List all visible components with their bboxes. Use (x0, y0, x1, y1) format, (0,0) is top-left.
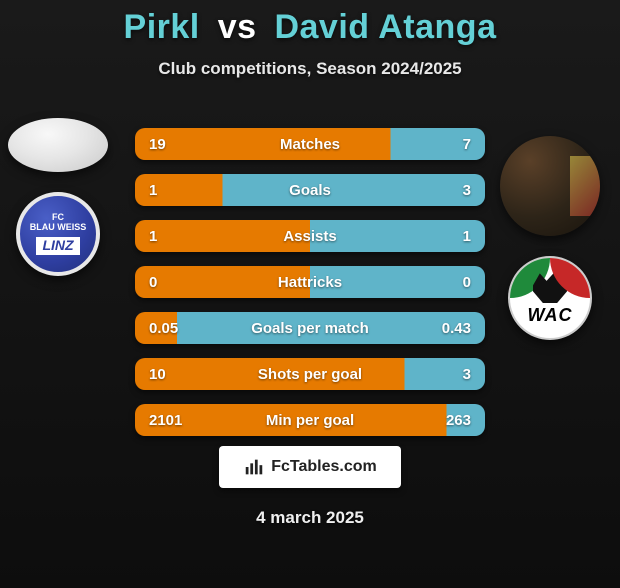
stat-left-value: 1 (149, 182, 189, 199)
club2-text: WAC (510, 305, 590, 326)
stat-label: Shots per goal (189, 366, 431, 383)
stats-table: 19Matches71Goals31Assists10Hattricks00.0… (135, 128, 485, 450)
stat-left-value: 1 (149, 228, 189, 245)
stat-row: 2101Min per goal263 (135, 404, 485, 436)
stat-right-value: 3 (431, 182, 471, 199)
chart-icon (243, 456, 265, 478)
stat-right-value: 263 (431, 412, 471, 429)
player2-avatar (500, 136, 600, 236)
date-text: 4 march 2025 (0, 508, 620, 528)
left-player-column: FC BLAU WEISS LINZ (8, 118, 108, 276)
stat-right-value: 3 (431, 366, 471, 383)
stat-label: Assists (189, 228, 431, 245)
title-player1: Pirkl (124, 8, 200, 46)
club1-line3: LINZ (36, 237, 79, 254)
title-player2: David Atanga (274, 8, 496, 46)
brand-badge: FcTables.com (219, 446, 401, 488)
stat-label: Hattricks (189, 274, 431, 291)
player1-avatar (8, 118, 108, 172)
club1-line2: BLAU WEISS (30, 223, 87, 233)
comparison-infographic: Pirkl vs David Atanga Club competitions,… (0, 8, 620, 588)
right-player-column: WAC (500, 136, 600, 340)
stat-label: Min per goal (189, 412, 431, 429)
title-vs: vs (218, 8, 257, 46)
stat-label: Goals per match (189, 320, 431, 337)
player1-club-badge: FC BLAU WEISS LINZ (16, 192, 100, 276)
player2-club-badge: WAC (508, 256, 592, 340)
page-title: Pirkl vs David Atanga (0, 8, 620, 47)
stat-right-value: 0 (431, 274, 471, 291)
stat-right-value: 1 (431, 228, 471, 245)
stat-left-value: 19 (149, 136, 189, 153)
stat-label: Matches (189, 136, 431, 153)
stat-row: 1Goals3 (135, 174, 485, 206)
stat-right-value: 7 (431, 136, 471, 153)
stat-row: 0.05Goals per match0.43 (135, 312, 485, 344)
stat-row: 0Hattricks0 (135, 266, 485, 298)
stat-left-value: 0 (149, 274, 189, 291)
stat-row: 1Assists1 (135, 220, 485, 252)
stat-row: 10Shots per goal3 (135, 358, 485, 390)
stat-right-value: 0.43 (431, 320, 471, 337)
subtitle: Club competitions, Season 2024/2025 (0, 59, 620, 79)
wolf-icon (533, 273, 567, 303)
stat-left-value: 2101 (149, 412, 189, 429)
brand-text: FcTables.com (271, 458, 377, 476)
stat-left-value: 0.05 (149, 320, 189, 337)
stat-label: Goals (189, 182, 431, 199)
stat-left-value: 10 (149, 366, 189, 383)
stat-row: 19Matches7 (135, 128, 485, 160)
